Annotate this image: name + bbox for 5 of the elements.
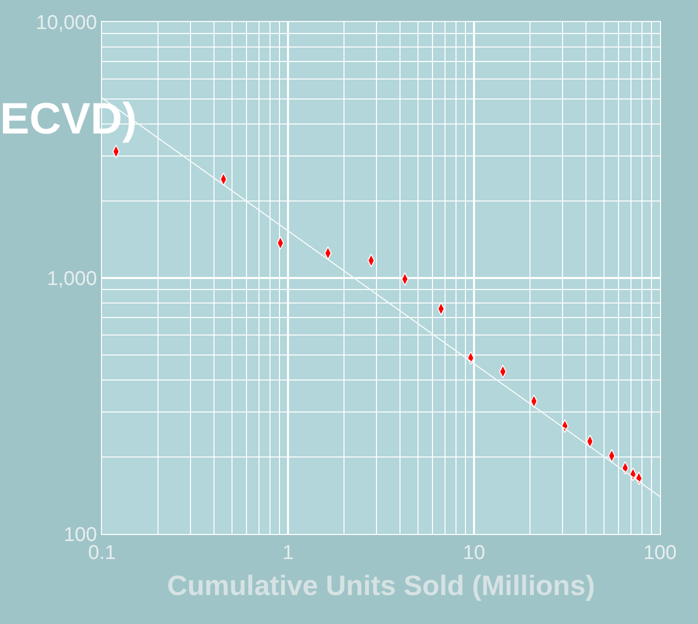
y-tick-label: 1,000: [46, 268, 97, 290]
x-tick-label: 100: [643, 542, 677, 564]
x-tick-label: 1: [282, 542, 294, 564]
x-tick-label: 10: [462, 542, 486, 564]
y-tick-label: 10,000: [36, 12, 97, 34]
